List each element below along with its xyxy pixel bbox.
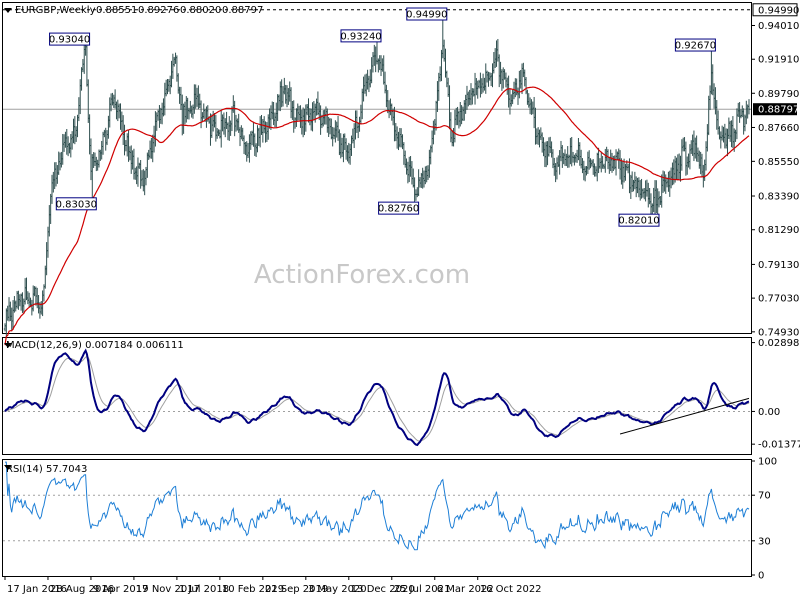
callout-box: [406, 7, 448, 21]
callout-box: [55, 197, 97, 211]
price-callout: 0.82760: [378, 201, 420, 215]
x-axis-label: 3 May 2020: [308, 584, 367, 595]
rsi-line: [3, 461, 751, 551]
price-callout: 0.93240: [340, 29, 382, 43]
ma-line: [4, 86, 750, 346]
callout-box: [340, 29, 382, 43]
price-axis-label: 0.91910: [758, 55, 799, 66]
rsi-axis-label: 0: [758, 571, 764, 582]
x-axis-label: 25 Jul 2021: [394, 584, 451, 595]
callout-label: 0.83030: [56, 199, 97, 210]
callout-label: 0.94990: [406, 10, 447, 21]
callout-label: 0.93240: [340, 31, 381, 42]
price-callout: 0.94990: [406, 7, 448, 21]
price-callout: 0.83030: [55, 197, 97, 211]
price-axis-label: 0.94010: [758, 21, 799, 32]
macd-axis-label: -0.013779: [758, 440, 800, 451]
x-axis-label: 17 Jan 2016: [7, 584, 67, 595]
current-price-label: 0.88797: [758, 105, 799, 116]
watermark: ActionForex.com: [254, 260, 470, 290]
rsi-title: RSI(14) 57.7043: [6, 464, 87, 475]
x-axis-label: 6 Mar 2022: [437, 584, 494, 595]
rsi-axis-label: 70: [758, 491, 771, 502]
high-level-label-box: [752, 3, 798, 17]
rsi-header-arrow-icon: [4, 465, 12, 470]
macd-lines: [3, 348, 751, 447]
header-arrow-icon: [4, 8, 12, 13]
callout-label: 0.93040: [49, 35, 90, 46]
ohlc-low: 0.88020: [180, 5, 221, 16]
rsi-panel: [2, 459, 752, 577]
callout-box: [378, 201, 420, 215]
price-axis-label: 0.87660: [758, 123, 799, 134]
callout-label: 0.82760: [378, 204, 419, 215]
callout-label: 0.82010: [618, 216, 659, 227]
callout-box: [674, 38, 716, 52]
macd-panel: [2, 337, 752, 455]
macd-header-arrow-icon: [4, 343, 12, 348]
price-axis-label: 0.89790: [758, 89, 799, 100]
x-axis-label: 28 Aug 2016: [50, 584, 114, 595]
ohlc-open: 0.88551: [96, 5, 137, 16]
price-bar: [747, 99, 751, 115]
x-axis-label: 19 Nov 2017: [136, 584, 200, 595]
chart-header: EURGBP,Weekly 0.88551 0.89276 0.88020 0.…: [4, 5, 263, 16]
macd-title: MACD(12,26,9) 0.007184 0.006111: [6, 340, 184, 351]
price-grid-lines: [3, 9, 751, 110]
price-axis-label: 0.81290: [758, 225, 799, 236]
high-level-label: 0.94990: [758, 5, 799, 16]
callout-box: [49, 32, 91, 46]
x-axis-label: 16 Oct 2022: [480, 584, 542, 595]
x-axis-label: 10 Feb 2019: [222, 584, 284, 595]
macd-signal-line: [4, 356, 750, 442]
x-axis-label: 1 Jul 2018: [179, 584, 229, 595]
macd-axis: 0.028988 0.00 -0.013779: [751, 338, 800, 451]
price-axis-label: 0.79130: [758, 260, 799, 271]
price-callout: 0.92670: [674, 38, 716, 52]
price-bars: [3, 9, 751, 337]
ohlc-close: 0.88797: [222, 5, 263, 16]
symbol-label: EURGBP,Weekly: [15, 5, 96, 16]
rsi-main-line: [5, 461, 750, 551]
x-axis-label: 9 Apr 2017: [93, 584, 148, 595]
price-callout: 0.82010: [618, 213, 660, 227]
ohlc-high: 0.89276: [138, 5, 179, 16]
price-axis: 0.94010 0.91910 0.89790 0.87660 0.85550 0.833…: [751, 3, 799, 338]
macd-axis-label: 0.028988: [758, 338, 800, 349]
price-axis-label: 0.77030: [758, 294, 799, 305]
price-axis-label: 0.74930: [758, 327, 799, 338]
price-callouts: 0.93040 0.83030 0.93240 0.82760 0.94990 0.820…: [49, 7, 716, 227]
rsi-axis: 100 70 30 0: [751, 457, 777, 582]
price-axis-label: 0.85550: [758, 157, 799, 168]
macd-axis-label: 0.00: [758, 407, 780, 418]
callout-box: [618, 213, 660, 227]
x-axis-label: 22 Sep 2019: [265, 584, 328, 595]
rsi-axis-label: 100: [758, 457, 777, 468]
rsi-axis-label: 30: [758, 536, 771, 547]
price-callout: 0.93040: [49, 32, 91, 46]
price-axis-label: 0.83390: [758, 192, 799, 203]
callout-label: 0.92670: [675, 41, 716, 52]
macd-main-line: [4, 348, 750, 447]
x-axis-label: 13 Dec 2020: [351, 584, 415, 595]
moving-average: [4, 86, 750, 346]
macd-trendline: [619, 397, 750, 435]
current-price-label-box: [753, 103, 797, 116]
